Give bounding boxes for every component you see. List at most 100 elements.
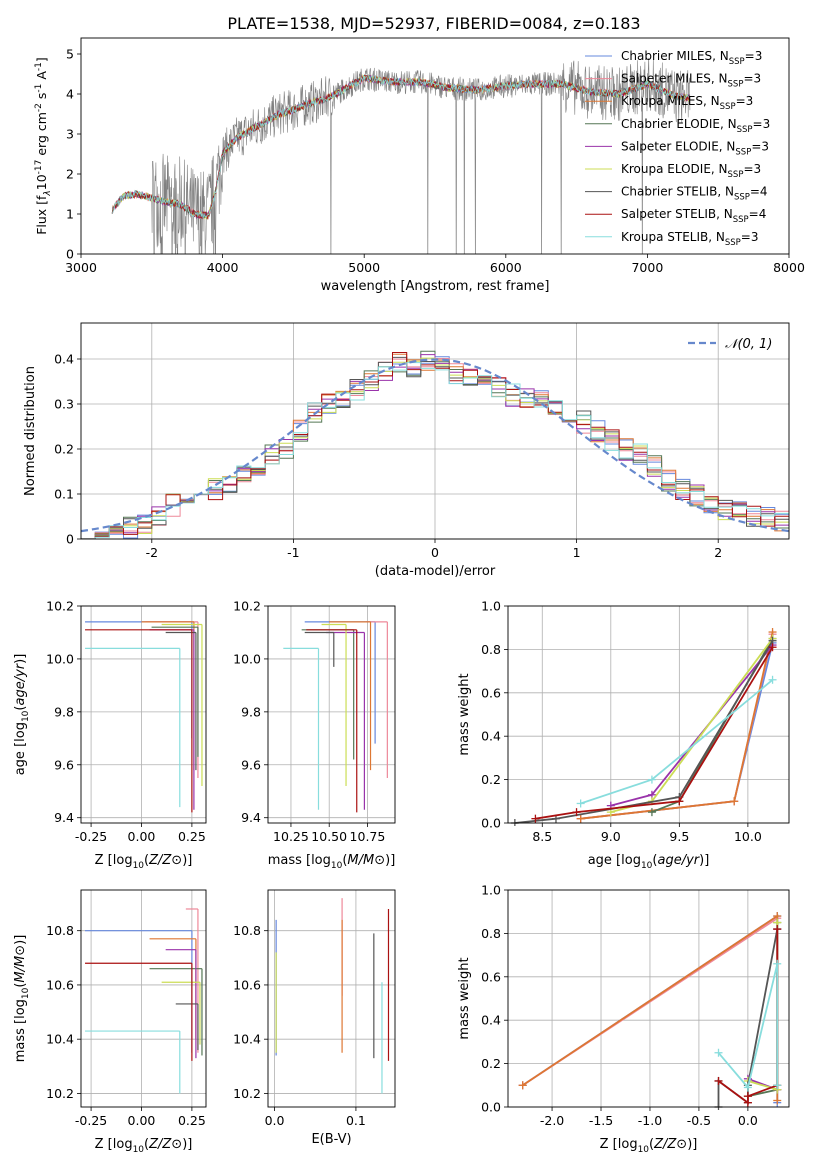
- series-line-9: [580, 679, 774, 805]
- tick-label-x: 8000: [773, 260, 805, 275]
- tick-label-y: 9.6: [241, 757, 261, 772]
- tick-label-x: -1.0: [638, 1113, 662, 1128]
- axes-frame: [80, 889, 207, 1108]
- tick-label-x: 10.50: [311, 829, 347, 844]
- tick-label-y: 10.0: [46, 651, 74, 666]
- axes-frame: [507, 889, 790, 1108]
- tick-label-x: 10.0: [734, 829, 762, 844]
- tick-label-x: 7000: [631, 260, 663, 275]
- tick-label-x: 0.1: [346, 1113, 366, 1128]
- age-vs-mass-panel: 10.25 10.50 10.75 9.4 9.6 9.8 10.0 10.2 mass [lo…: [233, 599, 396, 871]
- error-bars: [85, 908, 203, 1094]
- tick-label-y: 9.4: [54, 810, 74, 825]
- tick-label-y: 0.8: [481, 926, 501, 941]
- tick-label-x: 2: [714, 545, 722, 560]
- x-axis-label: age [log10(age/yr)]: [588, 853, 710, 871]
- tick-label-y: 10.6: [46, 977, 74, 992]
- figure-title: PLATE=1538, MJD=52937, FIBERID=0084, z=0…: [227, 14, 640, 33]
- legend-entry: Kroupa ELODIE, NSSP=3: [621, 162, 761, 180]
- tick-label-x: 1: [573, 545, 581, 560]
- tick-label-x: 0.00: [128, 1113, 156, 1128]
- error-bars: [283, 621, 388, 813]
- x-axis-label: Z [log10(Z/Z⊙)]: [600, 1137, 698, 1155]
- tick-label-y: 1.0: [481, 883, 501, 898]
- series-line-9: [717, 963, 779, 1090]
- tick-label-y: 0.2: [481, 1056, 501, 1071]
- weight-lines: [510, 628, 777, 826]
- mass-weight-vs-Z-panel: -2.0 -1.5 -1.0 -0.5 0.0 0.0 0.2 0.4 0.6 0.8 1.0 mas…: [457, 883, 790, 1155]
- axes-frame: [267, 605, 396, 824]
- tick-label-x: 0.00: [128, 829, 156, 844]
- tick-label-y: 9.8: [54, 704, 74, 719]
- weight-lines: [518, 912, 782, 1110]
- tick-label-x: -0.5: [687, 1113, 711, 1128]
- tick-label-y: 5: [66, 47, 74, 62]
- tick-label-y: 3: [66, 127, 74, 142]
- tick-label-y: 0.8: [481, 642, 501, 657]
- spectrum-legend: Chabrier MILES, NSSP=3 Salpeter MILES, NS…: [585, 49, 770, 248]
- tick-label-y: 10.2: [46, 599, 74, 614]
- series-line-4: [651, 638, 774, 813]
- tick-label-y: 1: [66, 207, 74, 222]
- tick-label-x: 10.75: [350, 829, 386, 844]
- tick-label-x: 0: [431, 545, 439, 560]
- normal-curve: [81, 358, 789, 533]
- model-spectrum-line-9: [111, 75, 691, 219]
- legend-entry: Kroupa STELIB, NSSP=3: [621, 230, 759, 248]
- legend-entry: Salpeter MILES, NSSP=3: [621, 72, 761, 90]
- tick-label-x: 6000: [490, 260, 522, 275]
- tick-label-y: 10.2: [46, 1086, 74, 1101]
- tick-label-y: 0.4: [481, 1013, 501, 1028]
- age-vs-Z-panel: -0.25 0.00 0.25 9.4 9.6 9.8 10.0 10.2 Z [log10(Z…: [13, 599, 207, 871]
- mass-weight-vs-age-panel: 8.5 9.0 9.5 10.0 0.0 0.2 0.4 0.6 0.8 1.0 mass weig…: [457, 599, 790, 871]
- tick-label-y: 10.8: [46, 923, 74, 938]
- series-line-2: [580, 633, 774, 820]
- tick-label-y: 0: [66, 247, 74, 262]
- mass-vs-Z-panel: -0.25 0.00 0.25 10.2 10.4 10.6 10.8 Z [log10(Z/…: [13, 889, 207, 1155]
- tick-label-y: 10.6: [233, 977, 261, 992]
- axes-frame: [507, 605, 790, 824]
- tick-label-y: 10.0: [233, 651, 261, 666]
- tick-label-x: 5000: [348, 260, 380, 275]
- tick-label-x: 0.0: [738, 1113, 758, 1128]
- legend-entry: Salpeter ELODIE, NSSP=3: [621, 139, 769, 157]
- x-axis-label: (data-model)/error: [375, 564, 496, 579]
- tick-label-y: 0.2: [54, 442, 74, 457]
- tick-label-x: -0.25: [75, 1113, 107, 1128]
- tick-label-x: 0.0: [265, 1113, 285, 1128]
- legend-entry: Chabrier ELODIE, NSSP=3: [621, 117, 770, 135]
- legend-entry: Kroupa MILES, NSSP=3: [621, 94, 753, 112]
- tick-label-y: 9.4: [241, 810, 261, 825]
- legend-entry: 𝒩(0, 1): [725, 337, 772, 352]
- tick-label-y: 0.4: [481, 729, 501, 744]
- legend-entry: Chabrier STELIB, NSSP=4: [621, 185, 768, 203]
- axes-frame: [80, 37, 790, 255]
- legend-entry: Chabrier MILES, NSSP=3: [621, 49, 762, 67]
- tick-label-y: 9.6: [54, 757, 74, 772]
- tick-label-y: 1.0: [481, 599, 501, 614]
- tick-label-x: 4000: [207, 260, 239, 275]
- tick-label-x: 10.25: [273, 829, 309, 844]
- y-axis-label: mass [log10(M/M⊙)]: [13, 935, 31, 1063]
- tick-label-y: 0.4: [54, 352, 74, 367]
- spectrum-traces: [111, 57, 691, 254]
- tick-label-x: 0.25: [178, 1113, 206, 1128]
- tick-label-y: 0.2: [481, 772, 501, 787]
- series-line-1: [580, 642, 774, 820]
- tick-label-y: 2: [66, 167, 74, 182]
- y-axis-label: Flux [fλ10-17 erg cm-2 s-1 A-1]: [34, 57, 53, 235]
- axes-frame: [80, 322, 790, 540]
- spectrum-panel: 3000 4000 5000 6000 7000 8000 0 1 2 3 4 5 wavelength…: [34, 37, 805, 294]
- histograms: [81, 350, 789, 539]
- x-axis-label: Z [log10(Z/Z⊙)]: [95, 853, 193, 871]
- tick-label-x: 9.5: [669, 829, 689, 844]
- series-line-8: [535, 646, 774, 820]
- y-axis-label: age [log10(age/yr)]: [13, 654, 31, 776]
- axes-frame: [80, 605, 207, 824]
- tick-label-y: 0.6: [481, 969, 501, 984]
- error-bars: [275, 898, 390, 1094]
- tick-label-x: -0.25: [75, 829, 107, 844]
- tick-label-x: -1: [287, 545, 299, 560]
- tick-label-x: -2.0: [540, 1113, 564, 1128]
- tick-label-y: 10.2: [233, 1086, 261, 1101]
